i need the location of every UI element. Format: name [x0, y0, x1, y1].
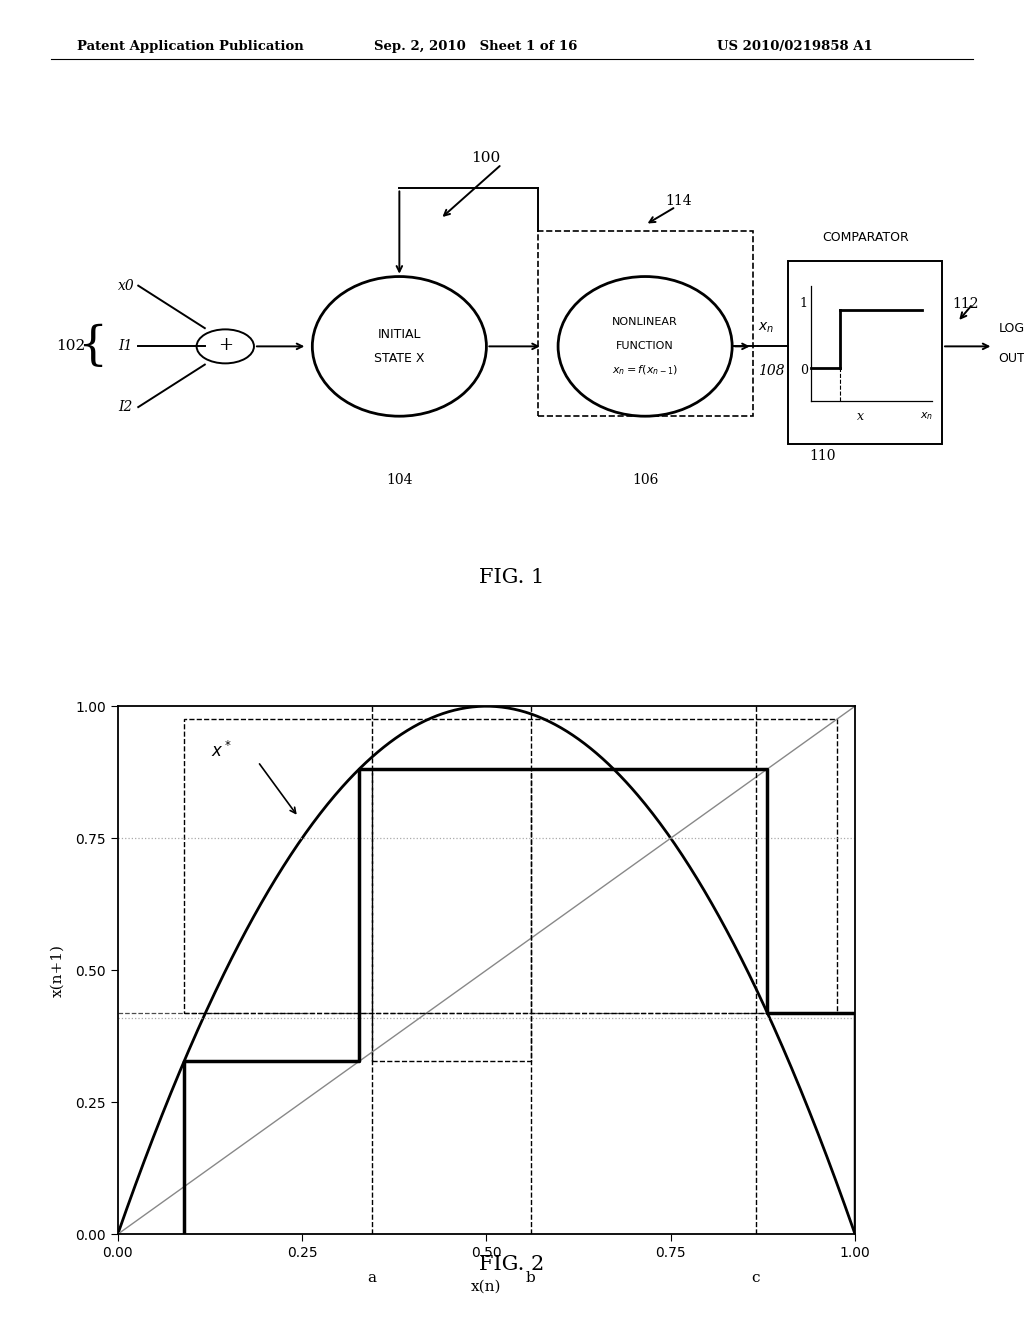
Text: I2: I2 [118, 400, 132, 414]
Text: 100: 100 [471, 150, 501, 165]
Text: a: a [368, 1271, 377, 1286]
Text: FUNCTION: FUNCTION [616, 342, 674, 351]
Text: FIG. 2: FIG. 2 [479, 1255, 545, 1274]
Text: STATE X: STATE X [374, 352, 425, 366]
Text: OUTPUT: OUTPUT [998, 352, 1024, 366]
Text: $x^*$: $x^*$ [211, 741, 231, 762]
Text: I1: I1 [118, 339, 132, 354]
Text: COMPARATOR: COMPARATOR [822, 231, 908, 244]
Text: 114: 114 [666, 194, 692, 207]
Text: $x_n= f(x_{n-1})$: $x_n= f(x_{n-1})$ [612, 364, 678, 378]
Bar [372, 770, 530, 1061]
Text: 0: 0 [800, 364, 808, 378]
Y-axis label: x(n+1): x(n+1) [50, 944, 65, 997]
Text: 108: 108 [758, 363, 784, 378]
Text: $x_n$: $x_n$ [921, 411, 933, 422]
Text: {: { [77, 323, 108, 370]
Text: FIG. 1: FIG. 1 [479, 568, 545, 586]
Bar [788, 261, 942, 444]
Text: NONLINEAR: NONLINEAR [612, 317, 678, 327]
Bar [538, 231, 753, 416]
Text: $x_n$: $x_n$ [758, 321, 774, 335]
Text: Patent Application Publication: Patent Application Publication [77, 40, 303, 53]
Text: x: x [857, 409, 863, 422]
Text: LOGIC: LOGIC [998, 322, 1024, 335]
Text: c: c [752, 1271, 760, 1286]
Text: 102: 102 [56, 339, 86, 354]
Text: 112: 112 [952, 297, 979, 312]
X-axis label: x(n): x(n) [471, 1279, 502, 1294]
Text: 110: 110 [809, 449, 836, 463]
Text: 1: 1 [800, 297, 808, 310]
Text: b: b [525, 1271, 536, 1286]
Text: Sep. 2, 2010   Sheet 1 of 16: Sep. 2, 2010 Sheet 1 of 16 [374, 40, 578, 53]
Text: 104: 104 [386, 473, 413, 487]
Text: x0: x0 [118, 279, 134, 293]
Text: INITIAL: INITIAL [378, 327, 421, 341]
Text: +: + [218, 335, 232, 354]
Text: 106: 106 [632, 473, 658, 487]
Text: US 2010/0219858 A1: US 2010/0219858 A1 [717, 40, 872, 53]
Bar [184, 719, 837, 1012]
